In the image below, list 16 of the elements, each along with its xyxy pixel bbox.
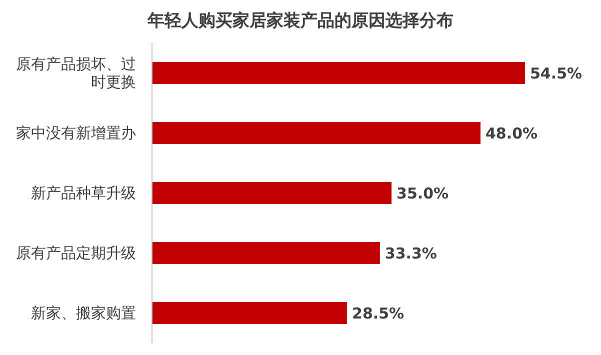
chart-title: 年轻人购买家居家装产品的原因选择分布 (146, 10, 454, 33)
data-label: 35.0% (396, 184, 449, 202)
bar (152, 122, 481, 144)
y-tick-label: 新家、搬家购置 (31, 304, 136, 322)
data-label: 33.3% (384, 244, 437, 262)
bar (152, 182, 392, 204)
y-tick-label: 家中没有新增置办 (16, 124, 136, 142)
y-tick-label: 新产品种草升级 (31, 184, 136, 202)
bar (152, 302, 348, 324)
data-label: 28.5% (352, 304, 404, 322)
y-tick-label: 原有产品定期升级 (16, 244, 136, 262)
bar (152, 62, 525, 84)
bar (152, 242, 380, 264)
data-label: 54.5% (530, 64, 582, 82)
y-tick-label: 原有产品损坏、过时更换 (16, 55, 136, 91)
data-label: 48.0% (486, 124, 538, 142)
